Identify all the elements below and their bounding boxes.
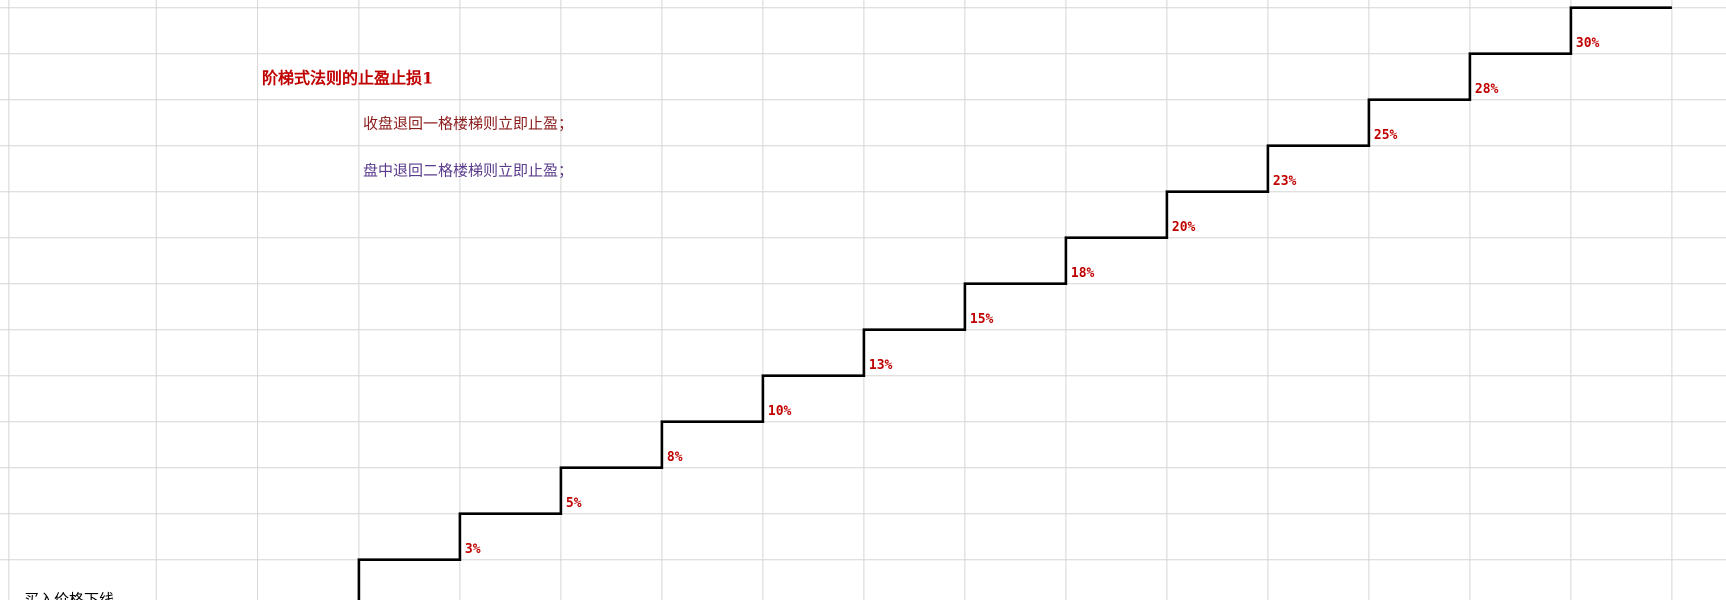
sheet-title: 阶梯式法则的止盈止损1 — [262, 69, 433, 88]
note: 收盘退回一格楼梯则立即止盈； — [363, 115, 573, 133]
step-label: 10% — [768, 404, 792, 419]
footer-note: 买入价格下线 — [24, 591, 114, 600]
step-label: 25% — [1374, 128, 1398, 143]
step-label: 15% — [970, 312, 994, 327]
step-label: 3% — [465, 542, 481, 557]
step-label: 18% — [1071, 266, 1095, 281]
step-label: 23% — [1273, 174, 1297, 189]
step-label: 30% — [1576, 36, 1600, 51]
step-label: 5% — [566, 496, 582, 511]
step-label: 20% — [1172, 220, 1196, 235]
staircase: 3% 5% 8% 10% 13% 15% 18% 20% 23% 25% 28% 30% — [357, 6, 1672, 600]
step-label: 13% — [869, 358, 893, 373]
step-label: 28% — [1475, 82, 1499, 97]
stair-line — [357, 6, 1672, 600]
note: 盘中退回二格楼梯则立即止盈； — [363, 162, 573, 180]
step-label: 8% — [667, 450, 683, 465]
